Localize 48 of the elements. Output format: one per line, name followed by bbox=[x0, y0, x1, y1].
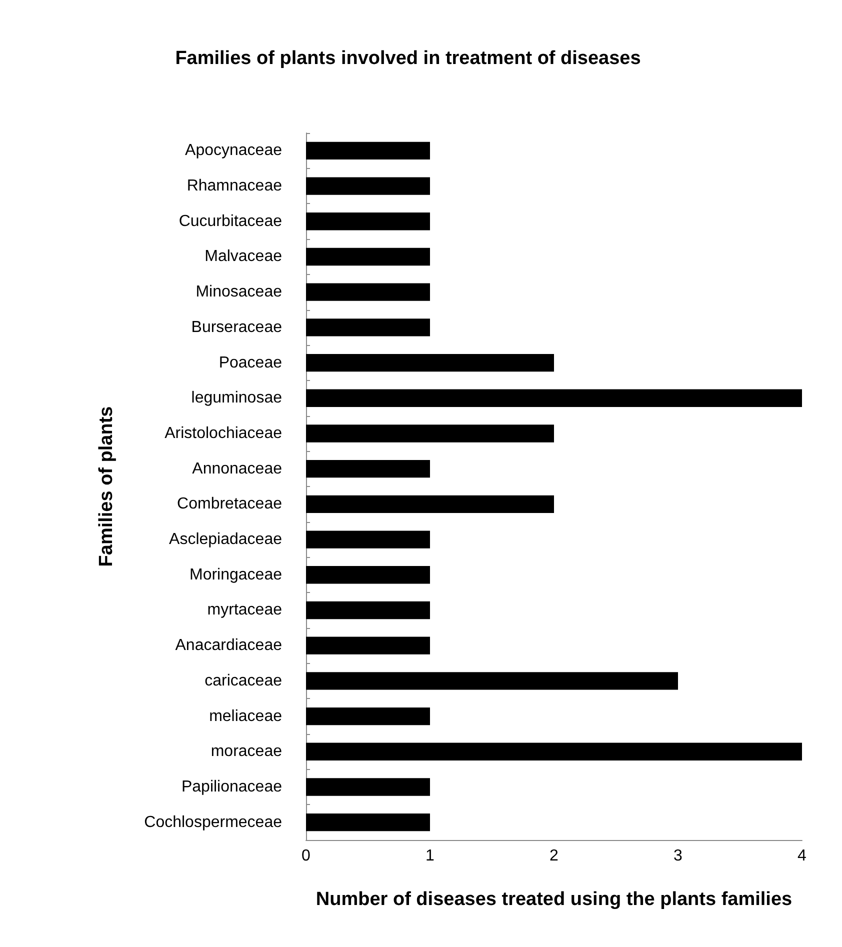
bar bbox=[306, 566, 430, 584]
bar bbox=[306, 389, 802, 407]
y-tick-label: Cochlospermeceae bbox=[144, 814, 282, 831]
x-tick-label: 4 bbox=[798, 848, 807, 864]
bar bbox=[306, 177, 430, 195]
bar bbox=[306, 142, 430, 160]
y-tick-label: Rhamnaceae bbox=[186, 178, 282, 195]
y-tick-label: Papilionaceae bbox=[181, 778, 282, 796]
y-tick-label: Anacardiaceae bbox=[175, 637, 282, 654]
bar bbox=[306, 460, 430, 478]
bar bbox=[306, 354, 554, 372]
x-tick-label: 3 bbox=[674, 848, 683, 864]
y-tick-label: Minosaceae bbox=[196, 284, 282, 301]
bar bbox=[306, 707, 430, 726]
y-tick-label: Combretaceae bbox=[177, 496, 282, 513]
bar bbox=[306, 495, 554, 514]
y-tick-label: caricaceae bbox=[204, 672, 282, 690]
y-tick-label: Burseraceae bbox=[191, 318, 282, 336]
bar bbox=[306, 601, 430, 620]
y-tick-label: Aristolochiaceae bbox=[164, 424, 282, 442]
x-tick-label: 0 bbox=[302, 848, 311, 864]
y-tick-label: Malvaceae bbox=[204, 248, 282, 266]
bar bbox=[306, 530, 430, 548]
bar bbox=[306, 672, 678, 690]
bar bbox=[306, 778, 430, 796]
bar bbox=[306, 318, 430, 336]
y-tick-label: Apocynaceae bbox=[185, 142, 282, 160]
y-tick-label: leguminosae bbox=[191, 390, 282, 407]
x-tick-label: 1 bbox=[426, 848, 435, 864]
y-axis-title: Families of plants bbox=[96, 406, 117, 567]
bar bbox=[306, 283, 430, 301]
x-tick-label: 2 bbox=[550, 848, 559, 864]
y-tick-label: meliaceae bbox=[209, 708, 282, 725]
y-tick-label: myrtaceae bbox=[207, 602, 282, 619]
y-tick-label: moraceae bbox=[210, 743, 282, 760]
bar bbox=[306, 248, 430, 266]
chart-title: Families of plants involved in treatment of diseases bbox=[175, 48, 641, 69]
bar bbox=[306, 636, 430, 654]
x-axis-title: Number of diseases treated using the plants families bbox=[316, 889, 792, 910]
y-tick-label: Annonaceae bbox=[192, 460, 282, 478]
y-tick-label: Cucurbitaceae bbox=[178, 212, 282, 230]
y-tick-label: Poaceae bbox=[218, 354, 282, 372]
bar bbox=[306, 212, 430, 230]
bar bbox=[306, 742, 802, 760]
bar bbox=[306, 424, 554, 442]
y-tick-label: Asclepiadaceae bbox=[169, 531, 282, 548]
y-tick-label: Moringaceae bbox=[190, 566, 282, 584]
bar bbox=[306, 813, 430, 832]
